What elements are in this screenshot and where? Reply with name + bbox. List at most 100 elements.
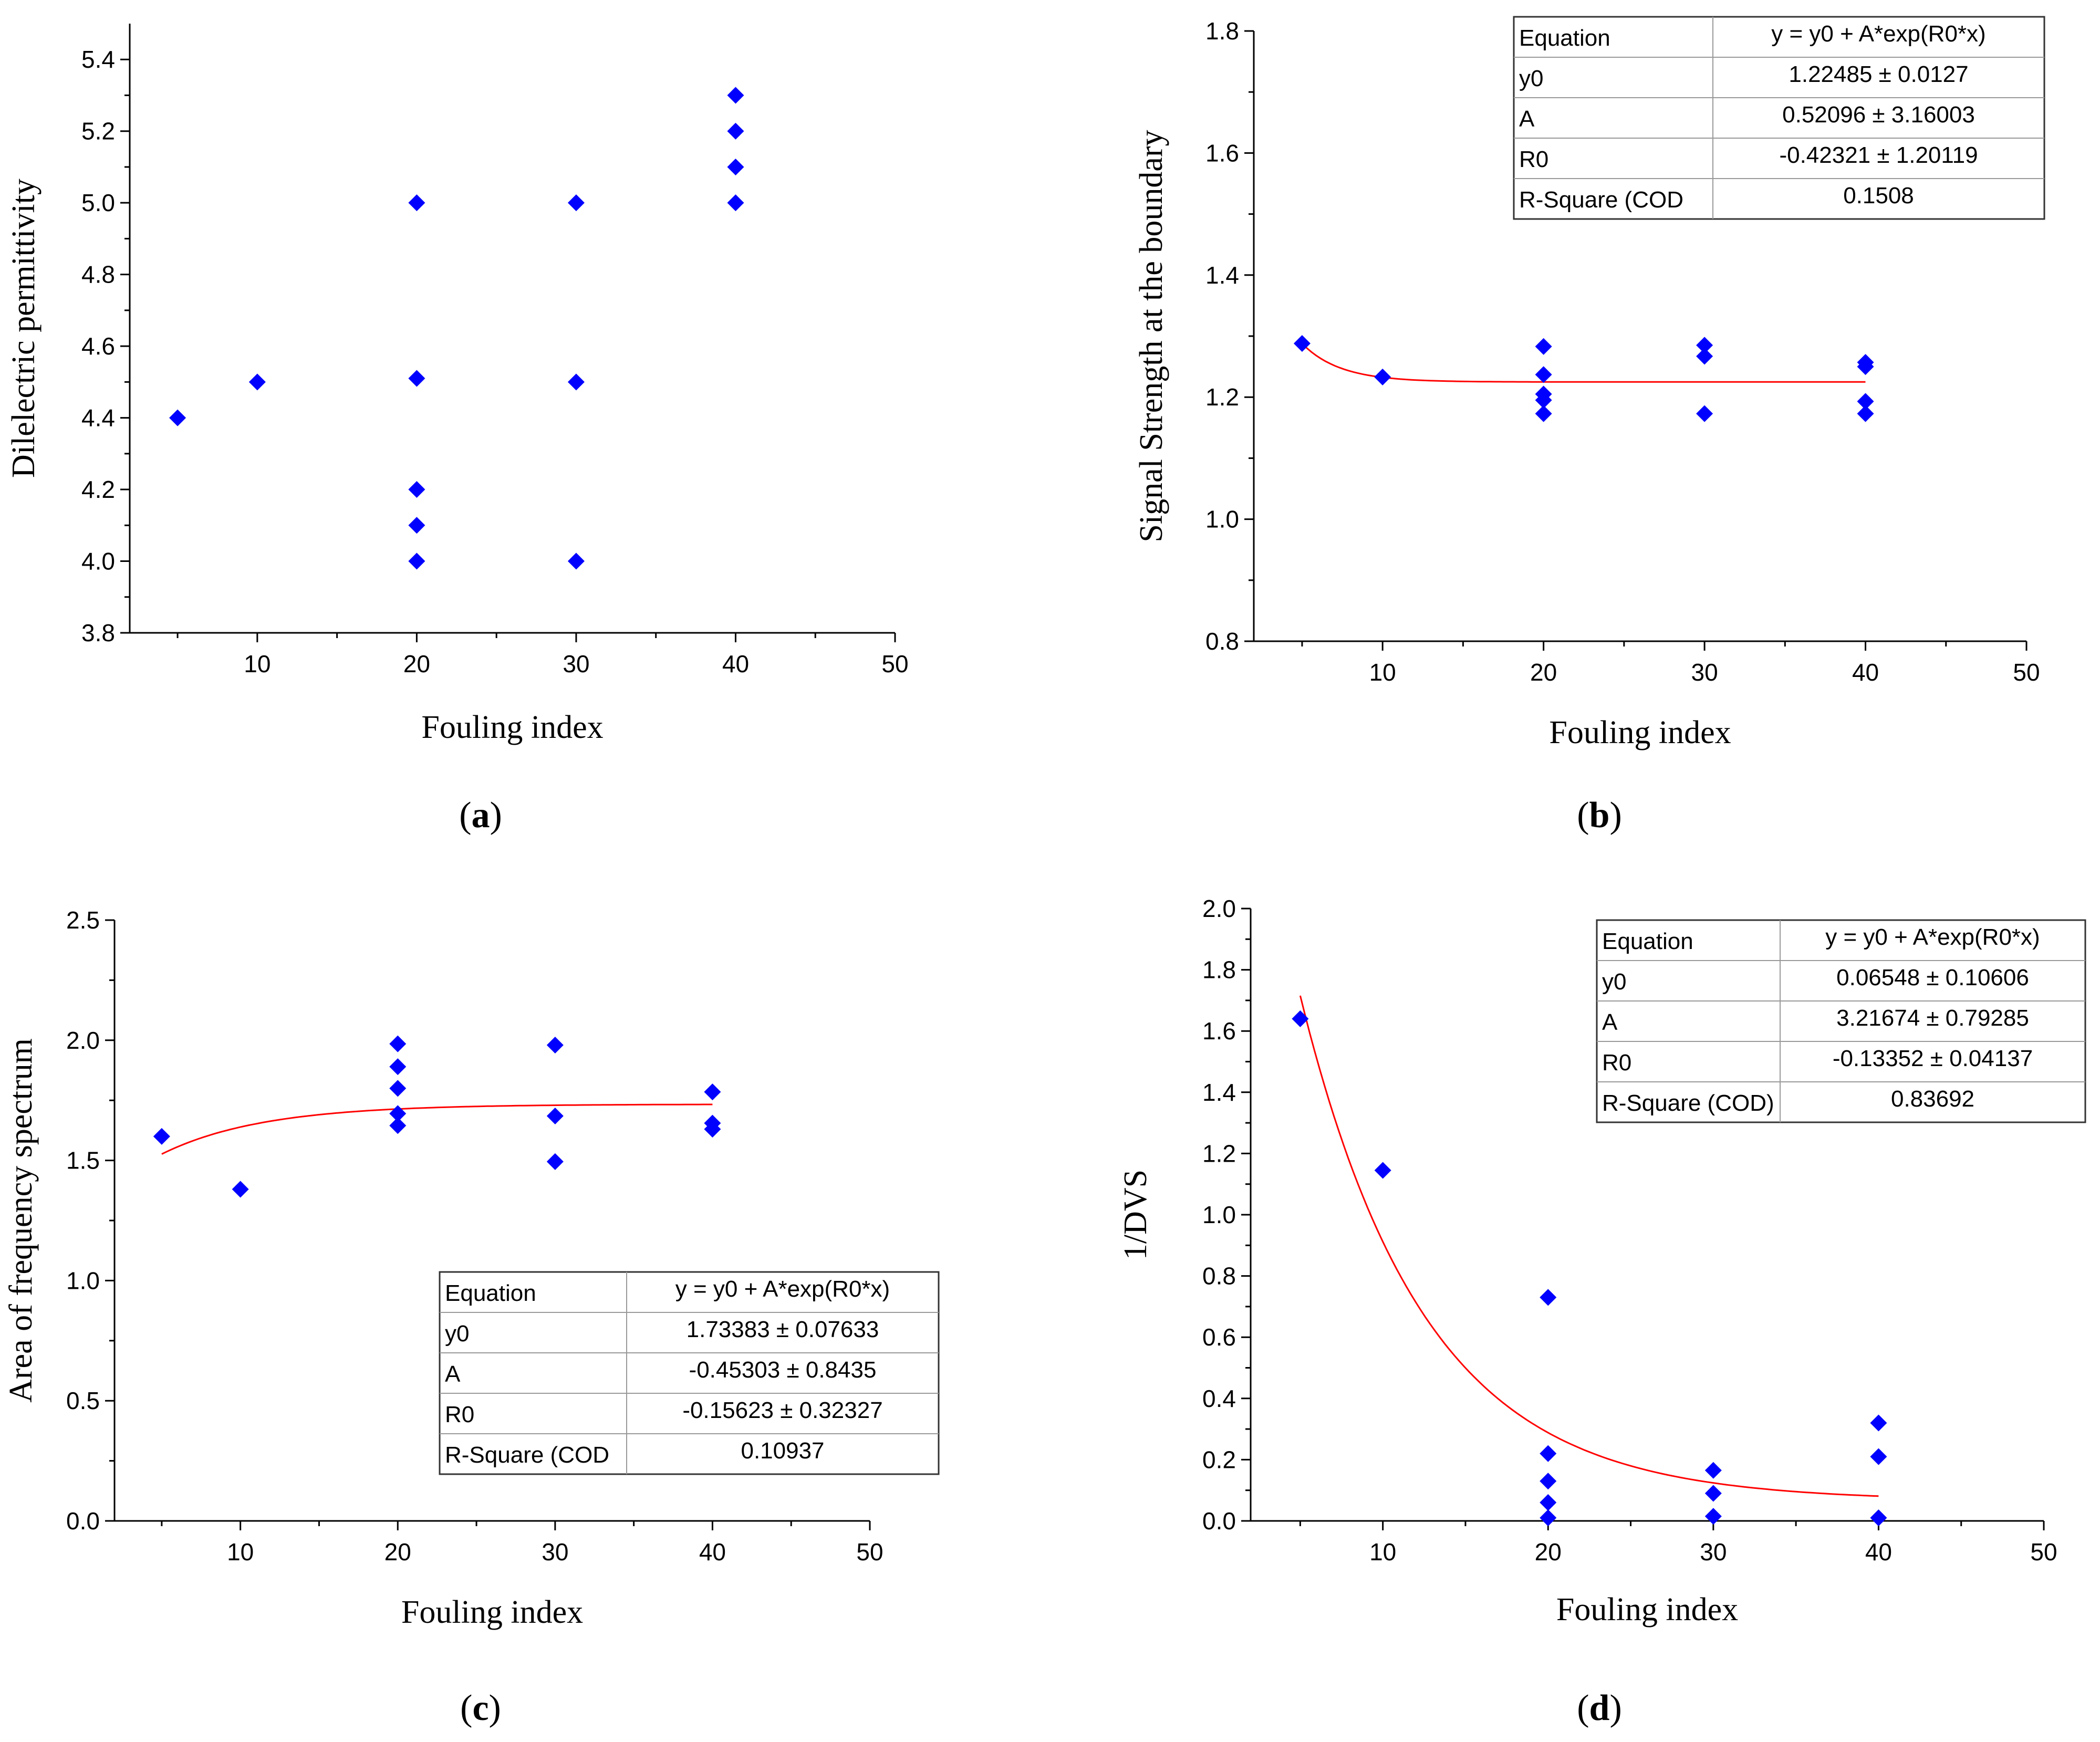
x-tick-label: 40 [1852, 659, 1879, 686]
y-tick-label: 0.5 [66, 1387, 100, 1414]
y-tick-label: 3.8 [81, 619, 115, 646]
data-point [567, 552, 585, 570]
fit-table: Equation y = y0 + A*exp(R0*x) y0 1.73383 ± … [439, 1271, 940, 1475]
data-point [389, 1117, 407, 1134]
data-point [727, 158, 744, 175]
data-point [1870, 1414, 1887, 1432]
fit-table-border [1513, 16, 2045, 220]
x-tick-label: 50 [881, 650, 908, 677]
data-point [1857, 405, 1874, 422]
y-tick-label: 4.6 [81, 332, 115, 360]
y-tick-label: 4.8 [81, 261, 115, 288]
data-point [727, 194, 744, 212]
data-point [232, 1181, 249, 1198]
data-point [1696, 405, 1713, 422]
data-point [1292, 1010, 1309, 1027]
y-tick-label: 2.0 [66, 1027, 100, 1054]
y-tick-label: 0.0 [1202, 1507, 1236, 1535]
y-tick-label: 1.5 [66, 1147, 100, 1174]
fit-table-value: 0.06548 ± 0.10606 [1836, 965, 2029, 990]
fit-table-value: 0.10937 [741, 1438, 824, 1464]
fit-table-key: y0 [1602, 969, 1626, 995]
data-point [1540, 1494, 1557, 1511]
data-point [408, 517, 425, 534]
x-tick-label: 50 [856, 1538, 883, 1566]
data-point [408, 370, 425, 387]
y-tick-label: 1.4 [1202, 1079, 1236, 1106]
x-tick-label: 50 [2013, 659, 2040, 686]
data-point [1857, 393, 1874, 410]
x-tick-label: 20 [403, 650, 430, 677]
panel-a: 10 20 30 40 50 3.8 4.0 4.2 4.4 4.6 4.8 5.0 5.2 5.4 Fou… [6, 24, 909, 836]
fit-table: Equation y = y0 + A*exp(R0*x) y0 0.06548 ± … [1596, 919, 2086, 1123]
y-tick-label: 1.6 [1202, 1017, 1236, 1045]
x-tick-label: 20 [1530, 659, 1557, 686]
fit-table-key: A [1602, 1009, 1618, 1035]
fit-table-border [1596, 919, 2086, 1123]
fit-table-value: -0.45303 ± 0.8435 [689, 1357, 877, 1383]
y-tick-label: 1.8 [1205, 17, 1239, 45]
x-tick-label: 40 [1865, 1538, 1892, 1566]
data-point [1540, 1473, 1557, 1490]
fit-table-key: Equation [1602, 929, 1693, 954]
fit-table-key: R0 [1602, 1050, 1631, 1076]
data-point [1535, 338, 1552, 355]
fit-table-key: A [1519, 106, 1535, 132]
y-tick-label: 1.2 [1205, 383, 1239, 411]
x-tick-label: 40 [722, 650, 749, 677]
data-point [1704, 1462, 1722, 1479]
y-tick-label: 2.5 [66, 906, 100, 934]
y-tick-label: 4.4 [81, 404, 115, 432]
data-point [389, 1105, 407, 1122]
data-point [704, 1083, 721, 1101]
fit-table-value: y = y0 + A*exp(R0*x) [1825, 924, 2040, 950]
fit-table-value: 1.73383 ± 0.07633 [687, 1317, 879, 1342]
panel-label: (a) [459, 795, 502, 836]
x-tick-label: 40 [699, 1538, 726, 1566]
fit-table-value: y = y0 + A*exp(R0*x) [1771, 21, 1985, 47]
data-point [1696, 337, 1713, 354]
y-tick-label: 1.6 [1205, 139, 1239, 166]
y-tick-label: 0.4 [1202, 1385, 1236, 1412]
fit-table-key: R0 [445, 1402, 474, 1427]
data-point [567, 373, 585, 391]
data-point [1696, 348, 1713, 365]
y-tick-label: 0.2 [1202, 1446, 1236, 1473]
fit-table-value: -0.15623 ± 0.32327 [682, 1397, 882, 1423]
data-point [389, 1035, 407, 1052]
fit-table-key: R-Square (COD) [1602, 1090, 1774, 1116]
y-tick-label: 0.0 [66, 1507, 100, 1535]
data-point [1293, 335, 1311, 352]
fit-table-value: 0.1508 [1843, 183, 1914, 208]
fit-curve [161, 1103, 713, 1155]
fit-table-key: R0 [1519, 147, 1548, 172]
panel-c: 10 20 30 40 50 0.0 0.5 1.0 1.5 2.0 2.5 Fouling inde… [3, 906, 940, 1728]
data-point [546, 1107, 564, 1124]
data-point [248, 373, 266, 391]
fit-table-key: R-Square (COD [445, 1442, 609, 1468]
x-axis-title: Fouling index [421, 710, 603, 745]
data-point [153, 1128, 170, 1145]
y-tick-label: 2.0 [1202, 895, 1236, 922]
x-tick-label: 10 [1369, 659, 1396, 686]
data-point [727, 122, 744, 140]
data-point [1374, 368, 1391, 385]
data-point [546, 1153, 564, 1170]
data-point [408, 481, 425, 498]
data-point [1870, 1509, 1887, 1527]
fit-table-value: -0.42321 ± 1.20119 [1779, 142, 1978, 168]
y-tick-label: 0.6 [1202, 1323, 1236, 1351]
data-point [704, 1121, 721, 1138]
x-tick-label: 20 [384, 1538, 411, 1566]
panel-label: (b) [1577, 795, 1622, 836]
panel-label: (d) [1577, 1688, 1622, 1728]
x-tick-label: 30 [563, 650, 589, 677]
data-point [1870, 1448, 1887, 1465]
x-tick-label: 30 [1691, 659, 1718, 686]
data-point [546, 1036, 564, 1053]
y-axis-title: Area of frequency spectrum [3, 1038, 39, 1403]
panel-b: 10 20 30 40 50 0.8 1.0 1.2 1.4 1.6 1.8 Fouling inde… [1134, 16, 2045, 836]
fit-table-value: 3.21674 ± 0.79285 [1836, 1005, 2029, 1031]
fit-curve [1301, 343, 1866, 383]
